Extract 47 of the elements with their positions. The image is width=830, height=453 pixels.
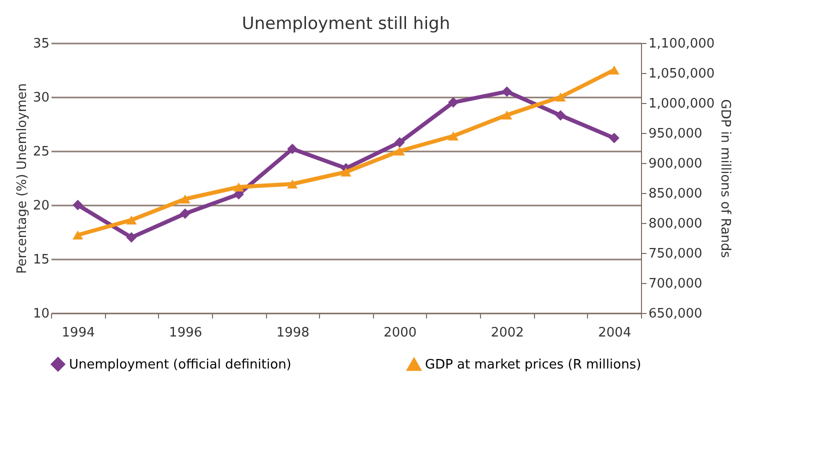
point (608, 132, 620, 144)
y2-tick-label: 750,000 (648, 246, 702, 262)
point (502, 86, 512, 97)
y2-tick-label: 700,000 (648, 276, 702, 292)
y2-tick-label: 850,000 (648, 186, 702, 202)
y-tick-label: 30 (32, 90, 50, 106)
y2-tick-label: 900,000 (648, 156, 702, 172)
y-tick-label: 35 (32, 36, 50, 52)
y2-tick-label: 650,000 (648, 306, 702, 322)
point (72, 200, 84, 210)
y-tick-label: 25 (32, 144, 50, 160)
point (608, 65, 620, 75)
y2-axis-title: GDP in millions of Rands (718, 99, 733, 258)
point (394, 146, 405, 156)
legend-label: GDP at market prices (R millions) (425, 358, 642, 373)
y2-tick-label: 1,100,000 (648, 36, 715, 52)
point (448, 97, 459, 108)
x-tick-label: 2000 (384, 326, 417, 340)
point (180, 208, 190, 219)
y-tick-label: 15 (32, 252, 50, 268)
point (126, 232, 137, 243)
point (394, 137, 405, 148)
point (502, 110, 512, 120)
x-tick-label: 1996 (169, 326, 202, 340)
x-tick-label: 2004 (598, 326, 632, 340)
point (287, 179, 298, 189)
point (340, 167, 352, 177)
x-tick-label: 2002 (490, 326, 524, 340)
point (448, 131, 459, 141)
point (555, 92, 566, 102)
y2-tick-label: 1,000,000 (648, 96, 715, 112)
legend-label: Unemployment (official definition) (69, 357, 292, 372)
point (233, 182, 244, 192)
point (180, 194, 190, 204)
chart-title: Unemployment still high (242, 14, 450, 34)
point (72, 230, 84, 240)
x-tick-label: 1994 (62, 326, 95, 340)
x-tick-label: 1998 (276, 326, 310, 340)
y-tick-label: 10 (32, 306, 50, 322)
point (287, 144, 298, 154)
y-axis-title: Percentage (%) Unemloymen (14, 83, 30, 274)
point (126, 215, 137, 225)
y-tick-label: 20 (32, 198, 50, 214)
point (555, 110, 566, 121)
y2-tick-label: 1,050,000 (648, 66, 715, 82)
y2-tick-label: 800,000 (648, 216, 702, 232)
y2-tick-label: 950,000 (648, 126, 702, 142)
